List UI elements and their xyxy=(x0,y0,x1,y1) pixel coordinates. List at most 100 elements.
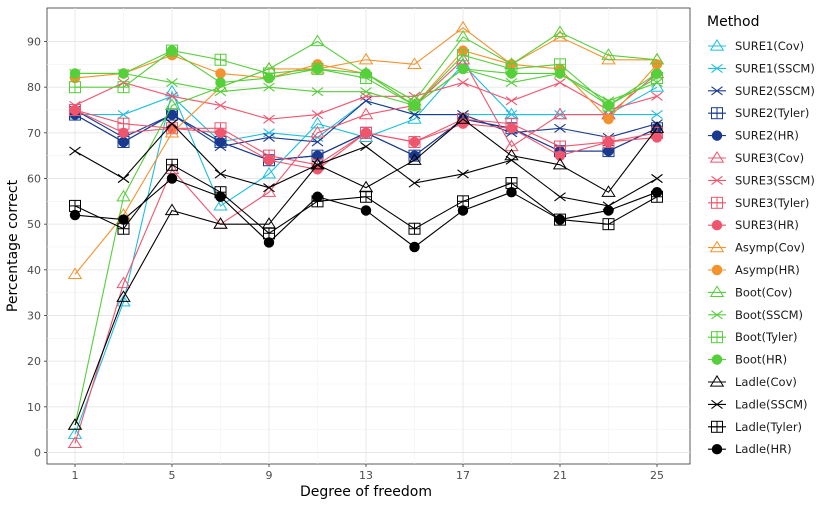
legend-label: Ladle(HR) xyxy=(735,442,792,456)
data-point xyxy=(506,68,517,79)
legend-label: SURE2(Tyler) xyxy=(735,106,809,120)
data-point xyxy=(505,78,518,88)
data-point xyxy=(263,114,275,124)
data-point xyxy=(67,436,83,448)
data-point xyxy=(649,121,665,133)
legend-marker xyxy=(711,130,723,141)
legend-item-ladle-cov: Ladle(Cov) xyxy=(708,375,797,389)
data-point xyxy=(116,276,131,289)
legend-item-asymp-hr: Asymp(HR) xyxy=(708,263,800,277)
legend-marker xyxy=(711,219,723,231)
legend-item-sure3-sscm: SURE3(SSCM) xyxy=(708,173,815,187)
legend-label: SURE1(Cov) xyxy=(735,39,804,53)
data-point xyxy=(554,123,566,133)
data-point xyxy=(67,267,83,280)
data-point xyxy=(552,157,568,170)
data-point xyxy=(603,100,614,111)
legend-label: SURE3(Cov) xyxy=(735,151,804,165)
legend-item-ladle-sscm: Ladle(SSCM) xyxy=(708,397,808,411)
series-ladle-sscm xyxy=(69,119,663,211)
data-point xyxy=(166,78,178,88)
data-point xyxy=(215,136,226,148)
data-point xyxy=(552,29,568,42)
data-point xyxy=(407,112,422,124)
data-point xyxy=(166,119,178,129)
data-point xyxy=(261,166,277,179)
legend-item-ladle-hr: Ladle(HR) xyxy=(708,442,792,456)
legend-label: SURE3(SSCM) xyxy=(735,173,815,187)
data-point xyxy=(164,203,180,216)
legend-marker xyxy=(709,39,725,51)
y-tick-label: 60 xyxy=(27,173,41,186)
legend-marker xyxy=(711,310,723,320)
data-point xyxy=(358,107,374,120)
legend-label: Boot(HR) xyxy=(735,353,787,367)
legend-label: Boot(SSCM) xyxy=(735,308,803,322)
data-point xyxy=(312,63,323,75)
legend-item-sure3-tyler: SURE3(Tyler) xyxy=(708,196,809,210)
data-point xyxy=(409,136,420,148)
data-point xyxy=(166,173,178,184)
data-point xyxy=(360,205,372,216)
data-point xyxy=(554,150,566,161)
data-point xyxy=(263,82,275,92)
data-point xyxy=(263,155,275,166)
axes: 0 10 20 30 40 50 60 70 80 90 1 5 9 13 17 21 25 xyxy=(27,36,664,483)
data-point xyxy=(409,100,420,111)
data-point xyxy=(69,81,81,94)
legend-item-boot-sscm: Boot(SSCM) xyxy=(708,308,803,322)
data-point xyxy=(360,91,372,101)
data-point xyxy=(554,78,566,88)
data-point xyxy=(360,190,372,203)
data-point xyxy=(214,53,227,66)
data-point xyxy=(261,185,277,197)
data-point xyxy=(408,222,421,235)
data-point xyxy=(118,136,129,148)
series-line xyxy=(74,118,658,426)
y-tick-label: 80 xyxy=(27,81,41,94)
data-point xyxy=(552,107,568,120)
y-tick-label: 0 xyxy=(34,447,41,460)
data-point xyxy=(214,100,227,110)
data-point xyxy=(601,52,616,65)
data-point xyxy=(215,77,226,88)
data-point xyxy=(651,91,663,101)
data-point xyxy=(118,127,129,139)
legend-marker xyxy=(711,443,723,455)
data-point xyxy=(118,68,129,79)
legend-marker xyxy=(711,354,723,365)
legend-label: Ladle(SSCM) xyxy=(735,397,808,411)
data-point xyxy=(601,48,616,60)
data-point xyxy=(603,113,614,125)
data-point xyxy=(311,137,324,147)
plot-panel xyxy=(46,7,691,465)
data-point xyxy=(360,127,372,139)
legend-marker xyxy=(711,175,723,185)
data-point xyxy=(213,198,228,211)
data-point xyxy=(263,72,275,84)
data-point xyxy=(310,116,325,129)
data-point xyxy=(67,418,83,430)
y-axis-title: Percentage correct xyxy=(5,179,21,312)
data-point xyxy=(263,237,275,248)
data-point xyxy=(311,110,324,120)
legend-item-sure1-cov: SURE1(Cov) xyxy=(708,39,804,53)
data-point xyxy=(457,205,469,216)
legend-marker xyxy=(709,375,725,387)
data-point xyxy=(358,52,374,65)
data-point xyxy=(166,158,178,171)
data-point xyxy=(506,123,517,134)
data-point xyxy=(505,155,518,165)
data-point xyxy=(310,125,325,138)
data-point xyxy=(554,68,566,79)
data-point xyxy=(166,45,178,56)
x-tick-label: 13 xyxy=(359,469,373,482)
legend-item-sure2-sscm: SURE2(SSCM) xyxy=(708,84,815,98)
data-point xyxy=(117,81,130,94)
data-point xyxy=(164,125,180,138)
series-layer xyxy=(67,20,665,448)
y-tick-label: 40 xyxy=(27,264,41,277)
data-point xyxy=(311,160,324,170)
data-point xyxy=(311,87,324,97)
data-point xyxy=(457,63,469,75)
